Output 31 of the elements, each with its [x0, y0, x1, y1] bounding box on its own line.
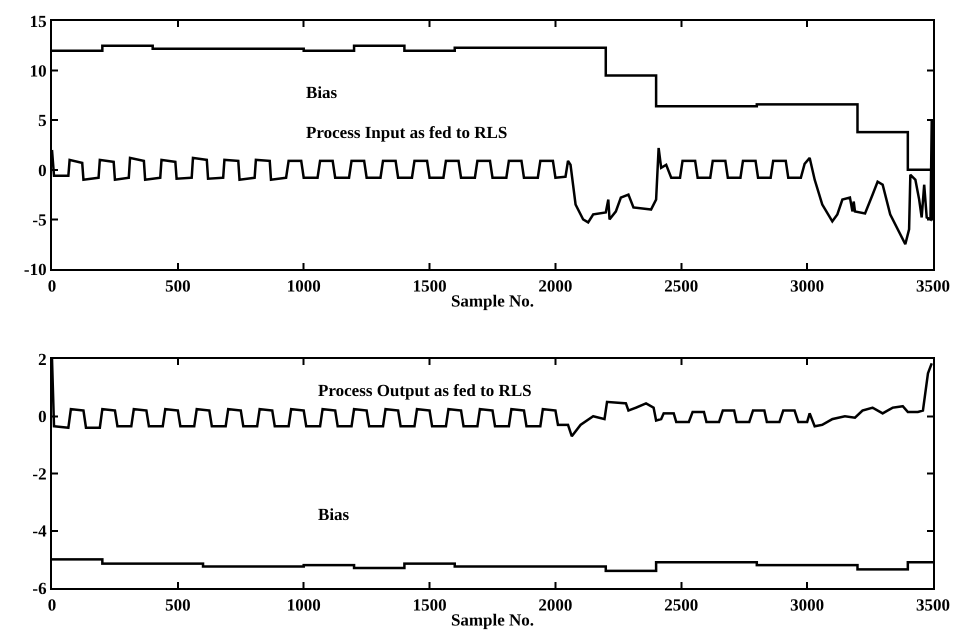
- x-tick-label: 3000: [790, 276, 824, 296]
- x-tick-label: 1000: [286, 595, 321, 614]
- y-tick-label: -6: [32, 578, 47, 598]
- x-axis-title: Sample No.: [450, 291, 534, 310]
- x-tick-label: 2500: [664, 595, 698, 614]
- x-tick-label: 1500: [412, 595, 447, 614]
- x-tick-label: 3000: [790, 595, 824, 614]
- y-tick-label: -4: [32, 522, 48, 541]
- y-tick-label: -2: [32, 464, 47, 484]
- x-axis-title: Sample No.: [450, 610, 534, 630]
- x-tick-label: 2000: [538, 276, 572, 296]
- annotation: Process Output as fed to RLS: [318, 381, 532, 400]
- annotation: Bias: [318, 505, 350, 524]
- y-tick-label: -5: [32, 210, 47, 230]
- y-tick-label: 10: [30, 62, 47, 81]
- x-tick-label: 1500: [412, 276, 447, 296]
- x-tick-label: 3500: [916, 276, 950, 296]
- x-tick-label: 3500: [916, 595, 950, 614]
- x-tick-label: 2500: [664, 276, 698, 296]
- y-tick-label: 0: [38, 160, 47, 180]
- y-tick-label: -10: [24, 260, 47, 279]
- x-tick-label: 500: [165, 595, 191, 614]
- x-tick-label: 500: [165, 276, 191, 296]
- y-tick-label: 5: [38, 111, 47, 130]
- x-tick-label: 1000: [286, 276, 321, 296]
- y-tick-label: 0: [38, 407, 47, 426]
- annotation: Process Input as fed to RLS: [306, 123, 508, 142]
- annotation: Bias: [306, 83, 338, 102]
- y-tick-label: 2: [38, 350, 47, 369]
- y-tick-label: 15: [30, 12, 47, 31]
- x-tick-label: 2000: [538, 595, 572, 614]
